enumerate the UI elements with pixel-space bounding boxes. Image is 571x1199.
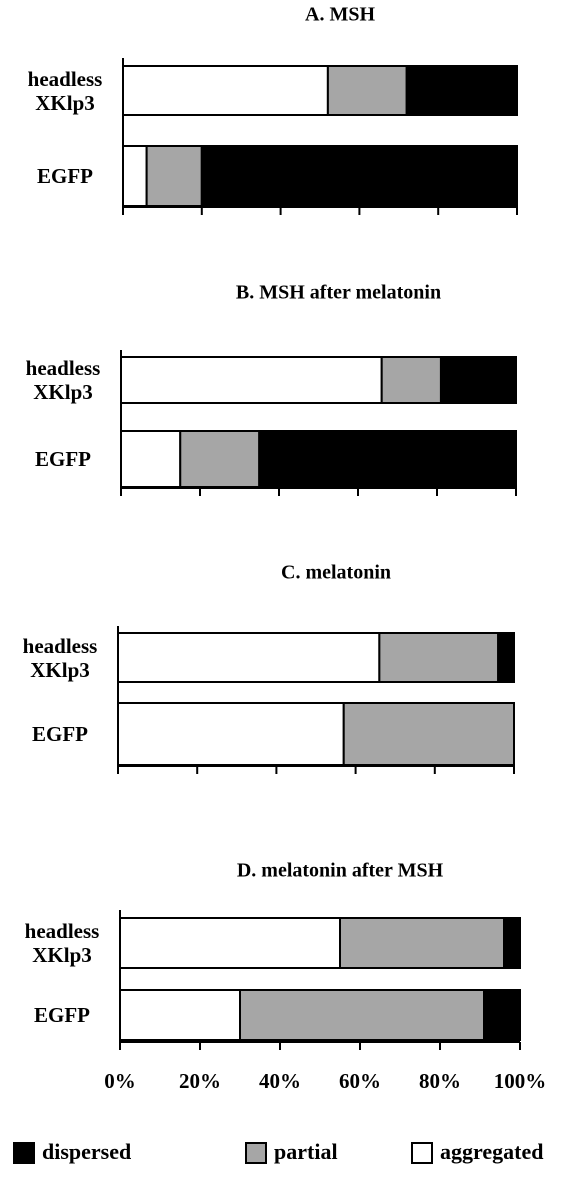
legend-swatch — [411, 1142, 433, 1164]
bar-segment — [120, 430, 182, 488]
chart-title: A. MSH — [305, 4, 375, 26]
category-label: headless XKlp3 — [25, 356, 101, 404]
bar-segment — [378, 632, 500, 683]
chart-title: D. melatonin after MSH — [237, 860, 444, 882]
x-tick-label: 20% — [179, 1069, 221, 1093]
bar-segment — [119, 917, 341, 969]
bar-segment — [326, 65, 408, 116]
bar-segment — [145, 145, 203, 207]
chart-title: C. melatonin — [281, 562, 391, 584]
x-tick-label: 60% — [339, 1069, 381, 1093]
category-label: headless XKlp3 — [22, 633, 98, 682]
bar-segment — [119, 989, 241, 1041]
bar-segment — [239, 989, 485, 1041]
legend-label: dispersed — [42, 1139, 131, 1164]
category-label: headless XKlp3 — [27, 66, 103, 115]
category-label: EGFP — [34, 1003, 90, 1027]
category-label: headless XKlp3 — [24, 919, 100, 967]
bar-segment — [122, 65, 329, 116]
x-tick-label: 80% — [419, 1069, 461, 1093]
bar-segment — [200, 145, 519, 207]
chart-title: B. MSH after melatonin — [236, 282, 441, 304]
bar-segment — [122, 145, 148, 207]
bar-segment — [342, 702, 515, 766]
x-tick-label: 100% — [494, 1069, 547, 1093]
bar-segment — [380, 356, 442, 404]
bar-segment — [117, 702, 345, 766]
category-label: EGFP — [35, 447, 91, 471]
legend-swatch — [245, 1142, 267, 1164]
bar-segment — [405, 65, 518, 116]
bar-segment — [120, 356, 383, 404]
bar-segment — [483, 989, 521, 1041]
category-label: EGFP — [32, 722, 88, 746]
bar-segment — [339, 917, 505, 969]
bar-segment — [497, 632, 516, 683]
x-tick-label: 0% — [104, 1069, 136, 1093]
legend-swatch — [13, 1142, 35, 1164]
bar-segment — [179, 430, 261, 488]
bar-segment — [503, 917, 521, 969]
legend-label: partial — [274, 1139, 338, 1164]
bar-segment — [258, 430, 517, 488]
legend-label: aggregated — [440, 1139, 543, 1164]
bar-segment — [117, 632, 381, 683]
category-label: EGFP — [37, 164, 93, 188]
bar-segment — [439, 356, 518, 404]
x-tick-label: 40% — [259, 1069, 301, 1093]
